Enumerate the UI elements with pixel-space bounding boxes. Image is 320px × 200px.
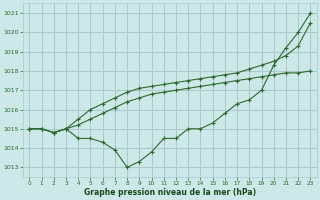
X-axis label: Graphe pression niveau de la mer (hPa): Graphe pression niveau de la mer (hPa) bbox=[84, 188, 256, 197]
